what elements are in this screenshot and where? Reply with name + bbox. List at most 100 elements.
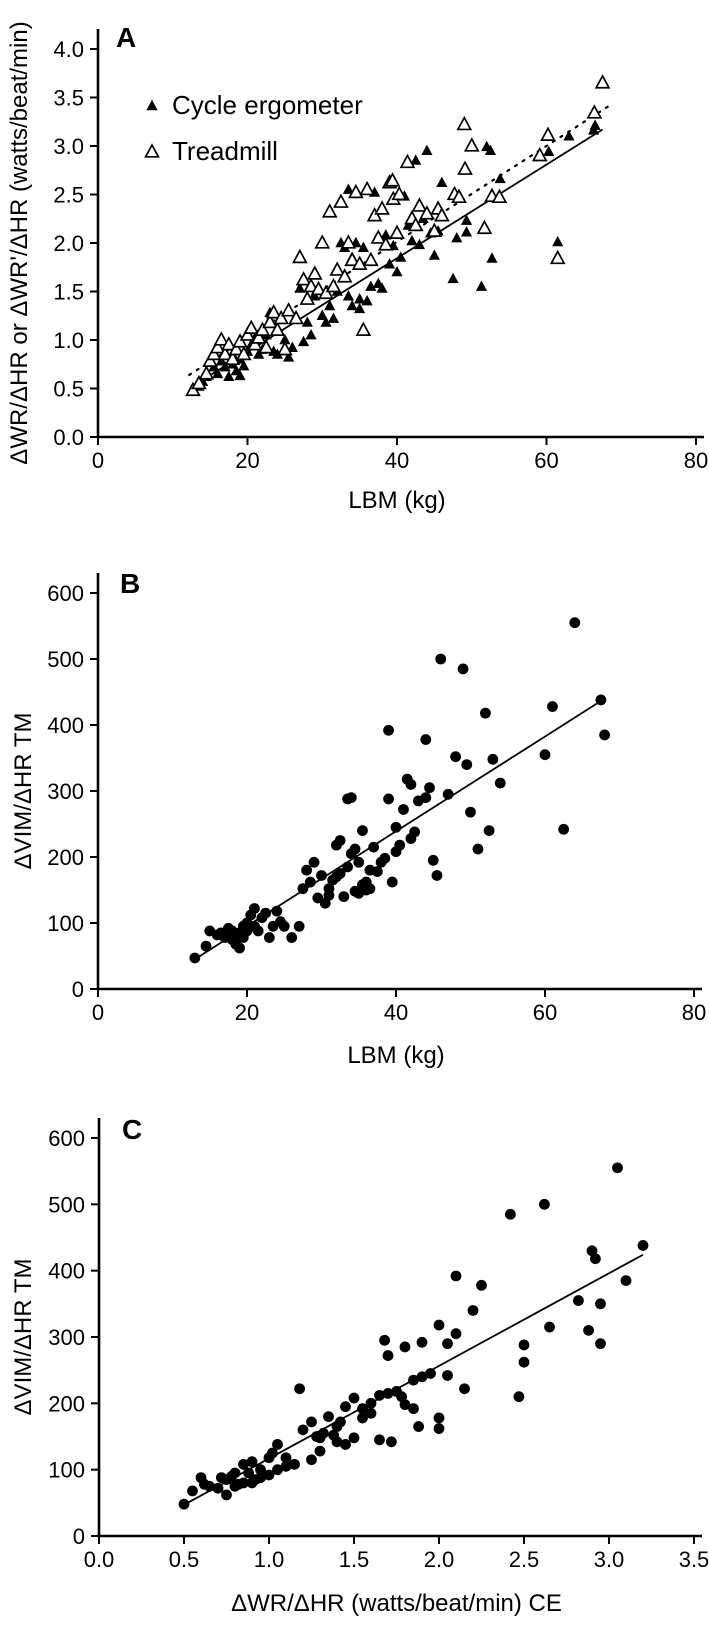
- treadmill-point: [295, 271, 312, 286]
- cycle-ergometer-point: [436, 176, 448, 188]
- cycle-ergometer-point: [376, 282, 388, 293]
- data-point: [408, 1374, 419, 1386]
- treadmill-point: [594, 74, 611, 89]
- x-tick-label: 80: [684, 448, 708, 473]
- data-point: [399, 1399, 411, 1411]
- cycle-ergometer-point: [475, 280, 488, 291]
- y-tick-label: 2.0: [53, 231, 84, 256]
- cycle-ergometer-point: [486, 252, 498, 263]
- data-point: [348, 1392, 360, 1404]
- data-point: [544, 1321, 555, 1333]
- legend-label: Cycle ergometer: [172, 90, 363, 120]
- cycle-ergometer-point: [552, 235, 564, 247]
- treadmill-point: [540, 126, 556, 141]
- treadmill-point: [306, 265, 323, 280]
- cycle-ergometer-point: [410, 154, 422, 165]
- data-point: [637, 1240, 649, 1251]
- treadmill-point: [451, 188, 467, 204]
- cycle-ergometer-point: [238, 359, 250, 371]
- cycle-ergometer-point: [361, 295, 373, 306]
- y-tick-label: 3.5: [53, 86, 84, 111]
- treadmill-point: [389, 224, 405, 239]
- treadmill-point: [269, 321, 286, 336]
- data-point: [399, 1341, 411, 1353]
- cycle-ergometer-point: [413, 238, 426, 250]
- data-point: [323, 1411, 334, 1422]
- cycle-ergometer-point: [297, 335, 310, 347]
- y-tick-label: 600: [47, 581, 84, 606]
- data-point: [272, 1464, 283, 1476]
- x-tick-label: 1.0: [254, 1547, 285, 1572]
- data-point: [340, 1401, 351, 1413]
- cycle-ergometer-point: [451, 231, 463, 243]
- y-tick-label: 2.5: [53, 183, 84, 208]
- data-point: [323, 889, 335, 901]
- cycle-ergometer-point: [309, 290, 321, 301]
- data-point: [433, 1412, 445, 1424]
- treadmill-point: [586, 104, 603, 119]
- treadmill-point: [377, 236, 394, 251]
- data-point: [255, 1464, 266, 1476]
- treadmill-point: [359, 180, 375, 196]
- cycle-ergometer-point: [219, 360, 231, 372]
- treadmill-point: [374, 200, 390, 215]
- data-point: [476, 1279, 487, 1291]
- cycle-ergometer-point: [460, 226, 473, 237]
- treadmill-point: [318, 284, 334, 300]
- data-point: [431, 870, 443, 881]
- y-tick-label: 500: [48, 1192, 85, 1217]
- data-point: [338, 891, 350, 902]
- panel-letter: C: [122, 1114, 142, 1145]
- data-point: [301, 864, 312, 876]
- cycle-ergometer-point: [354, 302, 366, 314]
- y-tick-label: 500: [47, 647, 84, 672]
- cycle-ergometer-point: [286, 341, 298, 352]
- x-tick-label: 80: [682, 1000, 706, 1025]
- treadmill-point: [247, 336, 263, 351]
- data-point: [267, 1447, 278, 1459]
- y-tick-label: 1.5: [53, 280, 84, 305]
- data-point: [187, 1485, 198, 1497]
- data-point: [278, 920, 290, 932]
- data-point: [348, 1432, 360, 1444]
- treadmill-point: [206, 345, 222, 361]
- cycle-ergometer-point: [484, 144, 497, 156]
- data-point: [505, 1208, 516, 1220]
- cycle-ergometer-point: [494, 172, 506, 184]
- data-point: [272, 1439, 283, 1450]
- cycle-ergometer-point: [316, 309, 328, 320]
- data-point: [539, 1198, 550, 1210]
- treadmill-point: [363, 251, 379, 267]
- cycle-ergometer-point: [234, 369, 246, 381]
- data-point: [382, 1387, 394, 1399]
- treadmill-point: [235, 345, 252, 361]
- cycle-ergometer-point: [342, 183, 355, 194]
- y-tick-label: 300: [47, 779, 84, 804]
- treadmill-point: [310, 280, 327, 296]
- treadmill-point: [351, 255, 368, 270]
- data-point: [340, 1439, 351, 1450]
- treadmill-point: [411, 197, 428, 212]
- cycle-ergometer-point: [305, 328, 317, 340]
- y-tick-label: 0.5: [53, 377, 84, 402]
- cycle-ergometer-point: [589, 119, 601, 130]
- cycle-ergometer-point: [294, 282, 306, 293]
- data-point: [368, 841, 380, 853]
- data-point: [408, 1403, 419, 1415]
- cycle-ergometer-point: [212, 367, 224, 379]
- x-tick-label: 20: [235, 1000, 259, 1025]
- data-point: [365, 1407, 377, 1419]
- data-point: [569, 617, 581, 629]
- data-point: [263, 1469, 275, 1481]
- cycle-ergometer-point: [391, 265, 403, 277]
- data-point: [382, 1350, 394, 1361]
- panel-letter: B: [120, 568, 140, 599]
- data-point: [539, 749, 551, 761]
- data-point: [289, 1458, 300, 1470]
- treadmill-point: [265, 304, 282, 319]
- treadmill-point: [344, 251, 360, 267]
- cycle-ergometer-point: [301, 316, 313, 327]
- treadmill-point: [491, 188, 508, 204]
- data-point: [612, 1162, 623, 1174]
- x-tick-label: 40: [385, 448, 409, 473]
